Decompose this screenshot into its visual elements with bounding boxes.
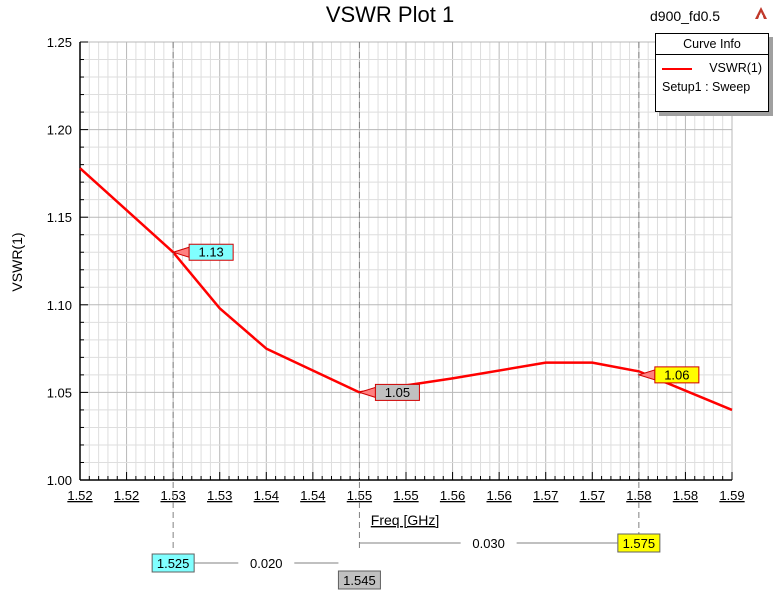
- y-tick-label: 1.00: [47, 473, 72, 488]
- design-name: d900_fd0.5: [650, 8, 721, 24]
- y-tick-label: 1.05: [47, 385, 72, 400]
- x-axis-label: Freq [GHz]: [371, 512, 439, 528]
- plot-title: VSWR Plot 1: [325, 2, 455, 27]
- y-axis-label: VSWR(1): [9, 232, 25, 291]
- marker-value-box: [654, 366, 700, 384]
- marker-pointer: [357, 386, 376, 399]
- marker-value-box: [188, 243, 234, 261]
- x-tick-label: 1.57: [533, 488, 558, 503]
- legend[interactable]: Curve Info VSWR(1) Setup1 : Sweep: [655, 33, 769, 112]
- ansys-logo-icon: [755, 7, 767, 19]
- marker-value-label: 1.06: [664, 367, 689, 382]
- legend-header: Curve Info: [656, 34, 768, 55]
- legend-swatch: [662, 68, 692, 70]
- x-tick-label: 1.58: [673, 488, 698, 503]
- delta-label: 0.030: [472, 536, 505, 551]
- marker-x-box: [337, 570, 381, 590]
- legend-series-name: VSWR(1): [709, 61, 762, 75]
- legend-entry: VSWR(1): [656, 58, 768, 78]
- x-tick-label: 1.53: [207, 488, 232, 503]
- marker-x-label: 1.575: [623, 536, 656, 551]
- x-tick-label: 1.59: [719, 488, 744, 503]
- y-tick-label: 1.25: [47, 35, 72, 50]
- x-tick-label: 1.54: [254, 488, 279, 503]
- x-tick-label: 1.56: [486, 488, 511, 503]
- x-tick-label: 1.57: [580, 488, 605, 503]
- marker-value-label: 1.13: [198, 245, 223, 260]
- x-tick-label: 1.52: [114, 488, 139, 503]
- axes: 1.52 1.52 1.53 1.53 1.54 1.54 1.55 1.55 1.56 1.56…: [47, 35, 745, 503]
- marker-value-box: [374, 383, 420, 401]
- marker-x-label: 1.545: [343, 573, 376, 588]
- legend-setup: Setup1 : Sweep: [662, 80, 751, 94]
- y-tick-label: 1.10: [47, 298, 72, 313]
- y-tick-label: 1.20: [47, 123, 72, 138]
- x-tick-label: 1.54: [300, 488, 325, 503]
- x-tick-label: 1.56: [440, 488, 465, 503]
- grid: [79, 41, 733, 481]
- y-tick-label: 1.15: [47, 210, 72, 225]
- marker-value-label: 1.05: [385, 385, 410, 400]
- x-tick-label: 1.52: [67, 488, 92, 503]
- marker-x-label: 1.525: [157, 556, 190, 571]
- x-tick-label: 1.55: [393, 488, 418, 503]
- delta-label: 0.020: [250, 556, 283, 571]
- markers: 1.13 1.05 1.06 1.525 1.545 1.575 0.020 0.030: [151, 42, 700, 590]
